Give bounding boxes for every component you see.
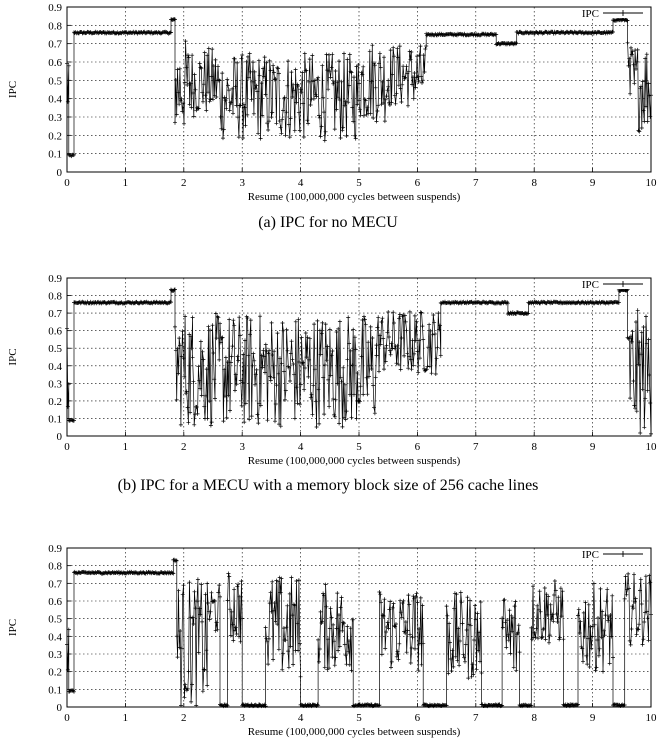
x-tick-label: 10 [646,177,657,189]
x-tick-label: 7 [473,712,479,724]
y-tick-label: 0.6 [48,596,62,608]
y-tick-label: 0.9 [48,2,62,14]
y-tick-label: 0.1 [48,684,62,696]
legend-label: IPC [582,549,599,561]
y-axis-label: IPC [7,619,19,636]
legend-background [563,6,650,18]
x-tick-label: 3 [239,177,245,189]
figure-caption: (b) IPC for a MECU with a memory block s… [118,477,539,494]
x-tick-label: 4 [298,177,304,189]
series-ipc [65,287,653,436]
y-tick-label: 0.8 [48,20,62,32]
x-tick-label: 8 [531,441,537,453]
x-tick-label: 2 [181,441,187,453]
x-tick-label: 1 [123,712,129,724]
y-tick-label: 0.2 [48,396,62,408]
y-tick-label: 0.3 [48,112,62,124]
y-tick-label: 0.7 [48,308,62,320]
y-tick-label: 0.4 [48,94,62,106]
x-tick-label: 10 [646,712,657,724]
y-tick-label: 0.5 [48,614,62,626]
chart-panel-2: 0 0.1 0.2 0.3 0.4 0.5 0.6 0.7 0.8 0.9 0 1 2 3 4 5 6 7 8 9 10… [7,273,657,494]
series-ipc [65,17,653,159]
x-tick-label: 8 [531,712,537,724]
x-tick-label: 6 [415,712,421,724]
chart-panel-3: 0 0.1 0.2 0.3 0.4 0.5 0.6 0.7 0.8 0.9 0 1 2 3 4 5 6 7 8 9 10… [7,543,657,738]
y-tick-label: 0.8 [48,291,62,303]
legend-marker [620,10,626,16]
x-tick-label: 7 [473,177,479,189]
x-tick-label: 2 [181,712,187,724]
x-tick-label: 10 [646,441,657,453]
x-tick-label: 5 [356,177,362,189]
x-tick-label: 5 [356,441,362,453]
y-tick-label: 0 [57,167,63,179]
y-tick-label: 0.2 [48,667,62,679]
y-axis-label: IPC [7,348,19,365]
x-tick-label: 4 [298,712,304,724]
x-tick-label: 8 [531,177,537,189]
y-tick-label: 0.7 [48,578,62,590]
x-axis-label: Resume (100,000,000 cycles between suspe… [248,726,461,738]
legend-background [563,547,650,559]
series-point-markers [65,287,653,436]
plot-frame [66,547,652,708]
x-tick-label: 0 [64,441,70,453]
x-tick-label: 3 [239,441,245,453]
x-tick-label: 3 [239,712,245,724]
x-tick-label: 9 [590,177,596,189]
y-tick-label: 0.6 [48,57,62,69]
y-tick-label: 0.7 [48,39,62,51]
x-tick-label: 7 [473,441,479,453]
y-tick-label: 0.6 [48,326,62,338]
x-tick-label: 6 [415,177,421,189]
legend-marker [620,281,626,287]
y-tick-label: 0.3 [48,378,62,390]
x-tick-label: 0 [64,177,70,189]
legend-background [563,277,650,289]
y-axis-label: IPC [7,81,19,98]
figure-caption: (a) IPC for no MECU [258,214,398,231]
y-tick-label: 0 [57,431,63,443]
x-tick-label: 4 [298,441,304,453]
x-tick-label: 1 [123,177,129,189]
y-tick-label: 0.4 [48,361,62,373]
x-tick-label: 0 [64,712,70,724]
x-tick-label: 5 [356,712,362,724]
y-tick-label: 0.3 [48,649,62,661]
x-tick-label: 6 [415,441,421,453]
x-tick-label: 9 [590,441,596,453]
y-tick-label: 0.4 [48,631,62,643]
y-tick-label: 0.5 [48,75,62,87]
legend-marker [620,551,626,557]
y-tick-label: 0.5 [48,343,62,355]
x-tick-label: 2 [181,177,187,189]
chart-panel-1: 0 0.1 0.2 0.3 0.4 0.5 0.6 0.7 0.8 0.9 0 1 2 3 4 5 6 7 8 9 10… [7,2,657,231]
plot-frame [66,277,652,437]
y-tick-label: 0.2 [48,130,62,142]
plot-frame [66,6,652,173]
y-tick-label: 0.9 [48,543,62,555]
x-tick-label: 1 [123,441,129,453]
y-tick-label: 0.9 [48,273,62,285]
y-tick-label: 0 [57,702,63,714]
x-axis-label: Resume (100,000,000 cycles between suspe… [248,455,461,467]
legend-label: IPC [582,8,599,20]
x-axis-label: Resume (100,000,000 cycles between suspe… [248,191,461,203]
x-tick-label: 9 [590,712,596,724]
y-tick-label: 0.8 [48,561,62,573]
y-tick-label: 0.1 [48,413,62,425]
legend-label: IPC [582,279,599,291]
y-tick-label: 0.1 [48,149,62,161]
